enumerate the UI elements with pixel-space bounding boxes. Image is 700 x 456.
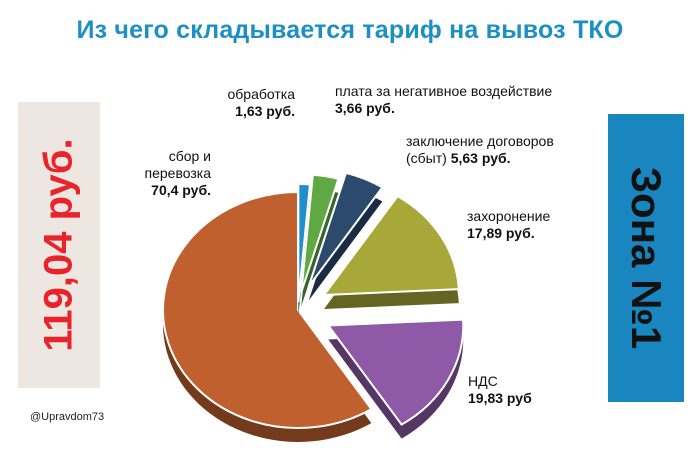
label-plata-value: 3,66 руб. xyxy=(335,100,395,116)
pie-slice-2 xyxy=(300,173,340,293)
label-obrabotka-name: обработка xyxy=(227,86,295,102)
label-sbor-value: 70,4 руб. xyxy=(151,182,211,198)
label-dogovory-name-1: заключение договоров xyxy=(406,133,554,149)
pie-slice-1 xyxy=(297,183,312,303)
label-nds-name: НДС xyxy=(468,373,498,389)
label-dogovory-name-2: (сбыт) xyxy=(406,150,447,166)
pie-slice-5 xyxy=(326,318,465,426)
label-dogovory-value: 5,63 руб. xyxy=(450,150,511,166)
label-zahoronenie: захоронение 17,89 руб. xyxy=(467,208,550,242)
pie-slice-0 xyxy=(162,190,373,429)
label-zahoronenie-name: захоронение xyxy=(467,208,551,224)
chart-title: Из чего складывается тариф на вывоз ТКО xyxy=(76,16,624,44)
label-sbor-name-1: сбор и xyxy=(168,148,211,164)
label-obrabotka-value: 1,63 руб. xyxy=(235,103,295,119)
author-handle: @Upravdom73 xyxy=(30,411,105,423)
label-zahoronenie-value: 17,89 руб. xyxy=(467,225,535,241)
pie-slice-3 xyxy=(307,171,384,287)
label-plata-name: плата за негативное воздействие xyxy=(335,83,553,99)
label-sbor: сбор и перевозка 70,4 руб. xyxy=(141,148,212,199)
label-dogovory: заключение договоров (сбыт) 5,63 руб. xyxy=(406,133,554,167)
zone-panel: Зона №1 xyxy=(608,114,684,402)
label-nds: НДС 19,83 руб xyxy=(468,373,532,407)
label-obrabotka: обработка 1,63 руб. xyxy=(215,86,295,120)
label-nds-value: 19,83 руб xyxy=(468,390,532,406)
pie-slice-side-3 xyxy=(308,186,383,301)
pie-slice-4 xyxy=(321,194,460,297)
label-plata: плата за негативное воздействие 3,66 руб… xyxy=(335,83,552,117)
total-panel: 119,04 руб. xyxy=(18,102,100,388)
label-sbor-name-2: перевозка xyxy=(144,165,212,181)
